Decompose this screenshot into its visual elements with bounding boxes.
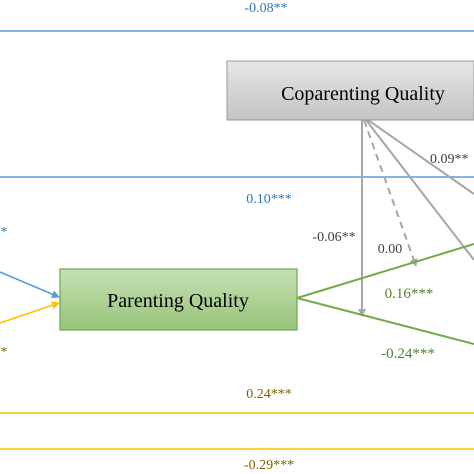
gold-bottom-coefficient: -0.29*** [244,458,294,473]
gray-dashed-coefficient: 0.00 [378,242,403,257]
green-lower-path [296,297,474,345]
parenting-quality-node: Parenting Quality [59,268,298,331]
parenting-quality-label: Parenting Quality [107,290,249,312]
green-lower-coefficient: -0.24*** [381,346,435,362]
gray-dashed-path [363,119,418,267]
left-gold-coefficient-partial: * [1,345,8,360]
blue-arrow-into-parenting [0,271,60,298]
coparenting-quality-label: Coparenting Quality [281,83,445,105]
gray-left-coefficient: -0.06** [312,230,355,245]
gray-right-coefficient: 0.09** [430,152,469,167]
coparenting-quality-node: Coparenting Quality [226,60,474,121]
green-upper-path [296,243,474,299]
gray-solid-path-right [367,119,474,195]
gold-lower-coefficient: 0.24*** [246,387,292,402]
gray-solid-path-middle [365,119,474,261]
gold-arrow-into-parenting [0,301,60,324]
top-blue-coefficient: -0.08** [244,1,287,16]
left-blue-coefficient-partial: * [1,225,8,240]
green-upper-coefficient: 0.16*** [385,286,434,302]
mid-blue-coefficient: 0.10*** [246,192,292,207]
